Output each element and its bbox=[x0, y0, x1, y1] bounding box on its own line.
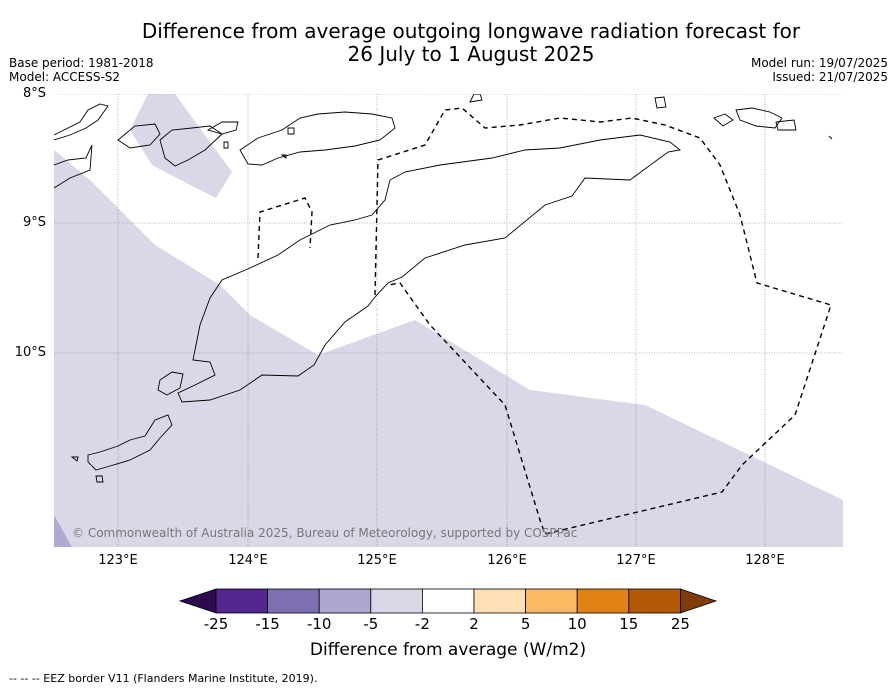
flores-coastline-south bbox=[54, 144, 93, 189]
anomaly-region-north bbox=[130, 94, 232, 198]
lon-tick-label: 123°E bbox=[98, 553, 138, 568]
lat-tick-label: 9°S bbox=[22, 215, 46, 230]
island-coastline bbox=[775, 119, 797, 131]
colorbar-segment bbox=[318, 588, 372, 614]
eez-border bbox=[257, 107, 832, 535]
meta-left: Base period: 1981-2018 Model: ACCESS-S2 bbox=[9, 56, 154, 84]
anomaly-region bbox=[54, 94, 843, 547]
colorbar bbox=[178, 588, 718, 614]
colorbar-segment bbox=[628, 588, 681, 614]
anomaly-region-strong bbox=[54, 515, 72, 547]
model-run: Model run: 19/07/2025 bbox=[750, 56, 888, 70]
semau-coastline bbox=[157, 371, 184, 396]
issued-date: Issued: 21/07/2025 bbox=[772, 70, 888, 84]
island-coastline bbox=[828, 135, 833, 140]
colorbar-segment bbox=[215, 588, 268, 614]
wetar-coastline bbox=[469, 94, 483, 103]
colorbar-segment bbox=[421, 588, 475, 614]
colorbar-tick-label: -15 bbox=[255, 615, 280, 633]
lon-tick-label: 126°E bbox=[487, 553, 527, 568]
islet-coastline bbox=[95, 475, 104, 483]
colorbar-tick-label: -10 bbox=[306, 615, 332, 633]
base-period: Base period: 1981-2018 bbox=[9, 56, 154, 70]
colorbar-tick-label: 10 bbox=[567, 615, 587, 633]
colorbar-extend-high bbox=[680, 588, 718, 614]
timor-coastline bbox=[177, 134, 682, 403]
colorbar-segment bbox=[525, 588, 578, 614]
colorbar-label: Difference from average (W/m2) bbox=[309, 640, 587, 660]
model-name: Model: ACCESS-S2 bbox=[9, 70, 121, 84]
island-coastline bbox=[713, 113, 734, 127]
copyright-text: © Commonwealth of Australia 2025, Bureau… bbox=[72, 526, 578, 540]
colorbar-extend-low bbox=[178, 588, 217, 614]
colorbar-tick-label: 2 bbox=[469, 615, 479, 633]
map-area bbox=[54, 94, 843, 547]
pantar-coastline bbox=[206, 121, 239, 135]
island-coastline bbox=[735, 107, 783, 129]
flores-coastline bbox=[54, 103, 109, 141]
lon-tick-label: 128°E bbox=[745, 553, 785, 568]
colorbar-segment bbox=[267, 588, 320, 614]
lon-tick-label: 125°E bbox=[357, 553, 397, 568]
islet-coastline bbox=[70, 456, 79, 462]
adonara-coastline bbox=[117, 123, 161, 149]
lon-tick-label: 124°E bbox=[228, 553, 268, 568]
alor-coastline bbox=[239, 111, 396, 166]
colorbar-tick-label: -25 bbox=[203, 615, 229, 633]
islet-coastline bbox=[287, 127, 295, 135]
lembata-coastline bbox=[159, 125, 223, 167]
colorbar-tick-label: 5 bbox=[520, 615, 531, 633]
coastlines bbox=[54, 94, 833, 483]
map-title: Difference from average outgoing longwav… bbox=[141, 19, 801, 66]
colorbar-segment bbox=[370, 588, 423, 614]
lat-tick-label: 10°S bbox=[14, 345, 46, 360]
islet-coastline bbox=[223, 141, 229, 149]
colorbar-tick-label: 25 bbox=[670, 615, 690, 633]
lat-tick-label: 8°S bbox=[22, 86, 46, 101]
footnote: -- -- -- EEZ border V11 (Flanders Marine… bbox=[9, 672, 318, 685]
meta-right: Model run: 19/07/2025 Issued: 21/07/2025 bbox=[751, 56, 888, 84]
colorbar-tick-label: -5 bbox=[363, 615, 379, 633]
rote-coastline bbox=[87, 414, 173, 471]
graticule bbox=[54, 94, 843, 547]
lon-tick-label: 127°E bbox=[616, 553, 656, 568]
colorbar-tick-label: 15 bbox=[619, 615, 639, 633]
islet-coastline bbox=[280, 154, 287, 159]
colorbar-segment bbox=[576, 588, 630, 614]
colorbar-segment bbox=[473, 588, 526, 614]
island-coastline bbox=[654, 96, 667, 109]
colorbar-tick-label: -2 bbox=[414, 615, 430, 633]
eez-border-main bbox=[374, 107, 832, 535]
eez-border-oecusse bbox=[257, 197, 313, 259]
